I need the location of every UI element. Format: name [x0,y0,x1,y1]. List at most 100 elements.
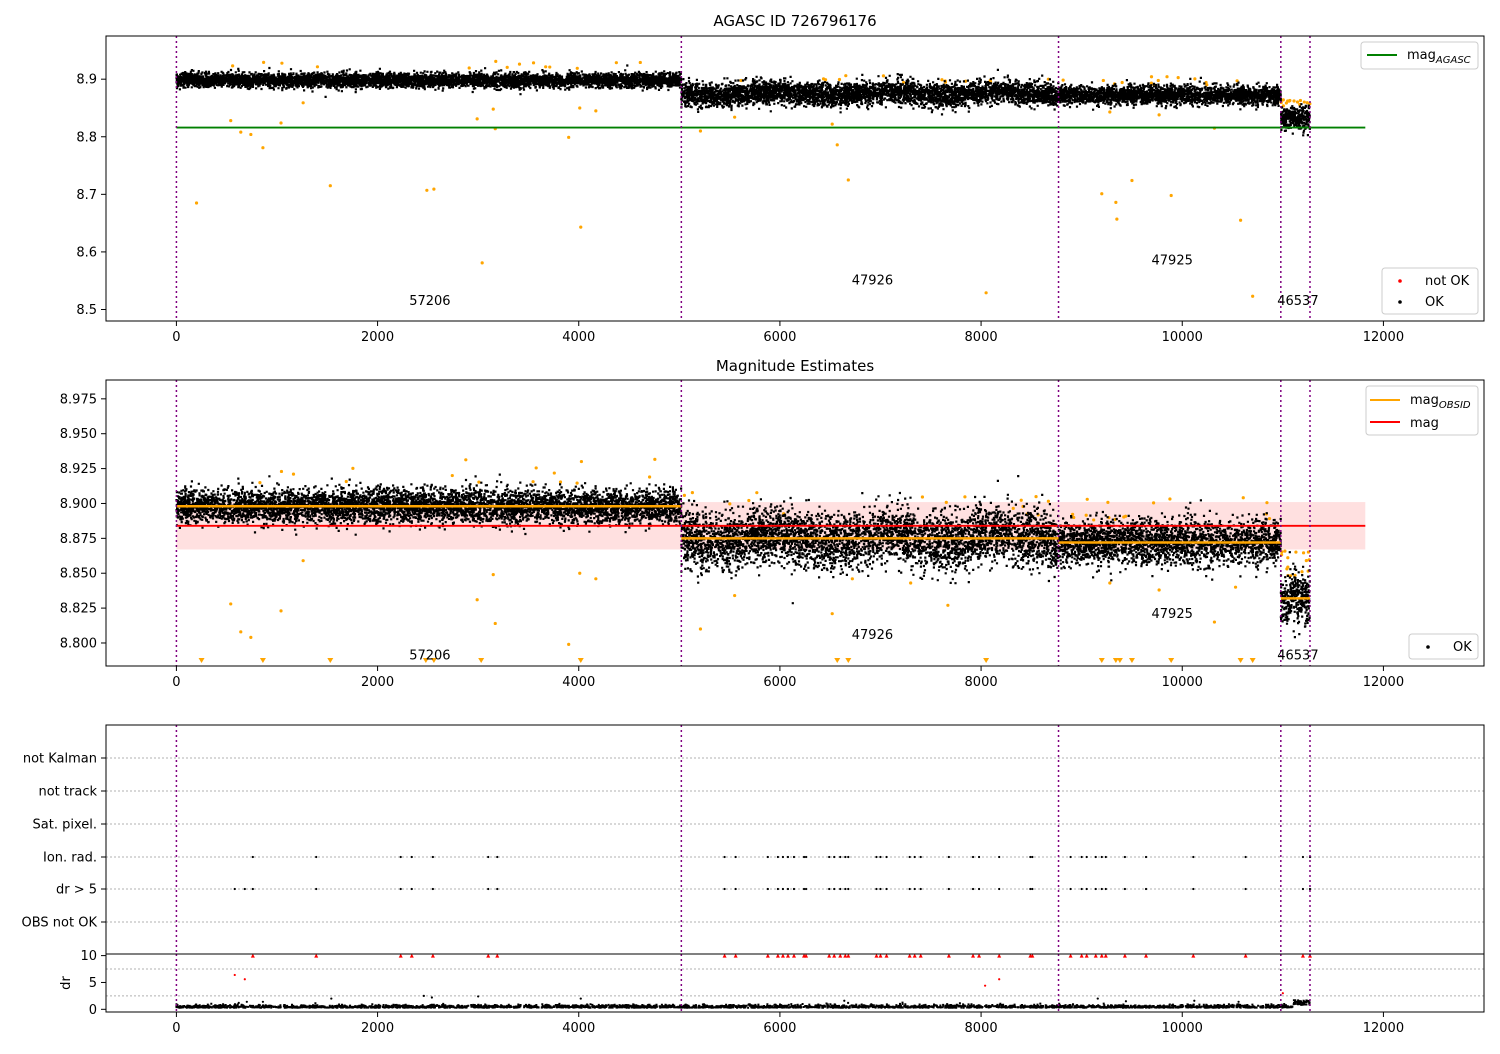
panel2-clipped-marker-6 [578,658,584,663]
flag-point-3-3 [411,856,413,858]
flag-point-4-40 [1105,888,1107,890]
flag-point-3-36 [1095,856,1097,858]
panel1-outlier-6 [302,101,305,104]
panel1-outlier-upper-0-2 [518,63,521,66]
panel2-outlier-11 [699,627,702,630]
flag-point-4-28 [920,888,922,890]
panel1-outlier-16 [578,106,581,109]
panel1-outlier-upper-1-8 [882,74,885,77]
panel2-outlier-9 [578,572,581,575]
panel2-clipped-marker-14 [1168,658,1174,663]
panel2-outlier-upper-3-15 [1286,566,1289,569]
panel2-outlier-upper-2-3 [1085,514,1088,517]
panel1-outlier-19 [733,116,736,119]
flag-point-3-18 [839,856,841,858]
flags-panel: not Kalman not track Sat. pixel. Ion. rad. d… [22,725,1485,954]
panel2-clipped-marker-16 [1250,658,1256,663]
panel1-outlier-upper-1-11 [940,78,943,81]
flag-point-4-33 [1029,888,1031,890]
panel2-outlier-upper-0-0 [559,480,562,483]
flag-point-3-25 [914,856,916,858]
flag-point-3-14 [803,856,805,858]
panel2-outlier-0 [229,602,232,605]
flag-point-4-9 [723,888,725,890]
panel2-outlier-upper-1-5 [691,491,694,494]
dr-point-3 [330,997,332,999]
panel2-outlier-upper-0-7 [280,470,283,473]
panel2-ytick-label-5: 8.925 [60,462,97,477]
dr-axes-frame [106,954,1484,1012]
flag-point-4-37 [1086,888,1088,890]
panel2-outlier-upper-3-14 [1294,550,1297,553]
flag-point-3-30 [998,856,1000,858]
panel2-xtick-label-4: 8000 [965,675,998,690]
flag-point-4-29 [948,888,950,890]
panel2-outlier-1 [239,630,242,633]
dr-xtick-label-6: 12000 [1363,1021,1404,1036]
dr-red-point-1 [244,978,246,980]
panel1-outlier-30 [1251,295,1254,298]
panel2-obsid-label-3: 46537 [1277,649,1318,664]
panel2-outlier-14 [946,604,949,607]
flag-point-4-14 [787,888,789,890]
panel1-outlier-21 [836,143,839,146]
panel2-xtick-label-3: 6000 [763,675,796,690]
flag-point-3-34 [1081,856,1083,858]
flag-point-3-21 [875,856,877,858]
panel2-outlier-upper-1-14 [1034,495,1037,498]
panel1-outlier-upper-2-10 [1157,79,1160,82]
panel1-ytick-label-3: 8.8 [76,130,97,145]
panel1-xtick-label-0: 0 [172,330,180,345]
dr-point-6 [477,995,479,997]
panel2-ytick-label-0: 8.800 [60,636,97,651]
panel2-outlier-15 [1158,588,1161,591]
panel2-outlier-upper-2-7 [1072,516,1075,519]
panel2-outlier-upper-2-0 [1092,518,1095,521]
dr-point-10 [1125,1000,1127,1002]
flag-point-3-12 [787,856,789,858]
panel1-outlier-11 [481,261,484,264]
panel1-xtick-label-3: 6000 [763,330,796,345]
panel2-xtick-label-6: 12000 [1363,675,1404,690]
flag-point-4-15 [793,888,795,890]
dr-xtick-label-5: 10000 [1162,1021,1203,1036]
flag-point-3-15 [805,856,807,858]
dr-point-7 [580,997,582,999]
panel2-outlier-17 [1213,620,1216,623]
legend-mag-label: mag [1410,416,1439,431]
panel1-xtick-label-2: 4000 [562,330,595,345]
panel2-xtick-label-2: 4000 [562,675,595,690]
legend-mag-agasc-label: mag [1407,48,1436,63]
flag-point-4-5 [411,888,413,890]
flag-point-4-20 [839,888,841,890]
panel1-legend-upper: magAGASC [1361,42,1478,69]
panel1-outlier-33 [1108,110,1111,113]
dr-ticks: 0 2000 4000 6000 8000 10000 12000 0 5 10 [80,949,1404,1036]
panel2-ytick-label-1: 8.825 [60,602,97,617]
flag-point-4-39 [1101,888,1103,890]
flag-point-4-3 [315,888,317,890]
panel1-outlier-upper-3-8 [1296,100,1299,103]
flag-point-3-4 [432,856,434,858]
panel1-obsid-label-1: 47926 [852,274,893,289]
dr-axis-label: dr [59,976,74,990]
panel2-outlier-upper-0-8 [451,474,454,477]
panel2-xtick-label-5: 10000 [1162,675,1203,690]
flag-point-4-44 [1245,888,1247,890]
panel2-outlier-upper-0-12 [553,471,556,474]
legend-mag-agasc-subscript: AGASC [1435,55,1471,66]
panel2-ytick-label-4: 8.900 [60,497,97,512]
flag-point-4-38 [1095,888,1097,890]
panel2-clipped-marker-0 [199,658,205,663]
dr-point-5 [431,996,433,998]
flag-point-3-7 [723,856,725,858]
panel2-outlier-7 [492,573,495,576]
flag-point-4-36 [1081,888,1083,890]
dr-ytick-label-1: 5 [89,976,97,991]
magnitude-estimates-panel: Magnitude Estimates 0 2000 4000 6000 8000 100… [60,357,1484,690]
dr-point-12 [1237,1001,1239,1003]
panel2-obsid-label-0: 57206 [409,649,450,664]
panel1-plot-area [175,36,1365,321]
panel2-legend-upper: magOBSID mag [1366,386,1478,435]
panel2-obsid-label-2: 47925 [1152,607,1193,622]
